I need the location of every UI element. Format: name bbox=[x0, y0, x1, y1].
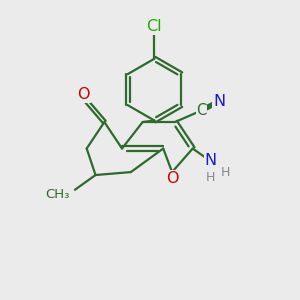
Text: H: H bbox=[220, 166, 230, 178]
Text: O: O bbox=[77, 87, 90, 102]
Text: N: N bbox=[213, 94, 225, 109]
Text: H: H bbox=[206, 172, 215, 184]
Text: CH₃: CH₃ bbox=[45, 188, 70, 201]
Text: Cl: Cl bbox=[147, 19, 162, 34]
Text: O: O bbox=[167, 171, 179, 186]
Text: N: N bbox=[204, 153, 216, 168]
Text: C: C bbox=[196, 103, 207, 118]
